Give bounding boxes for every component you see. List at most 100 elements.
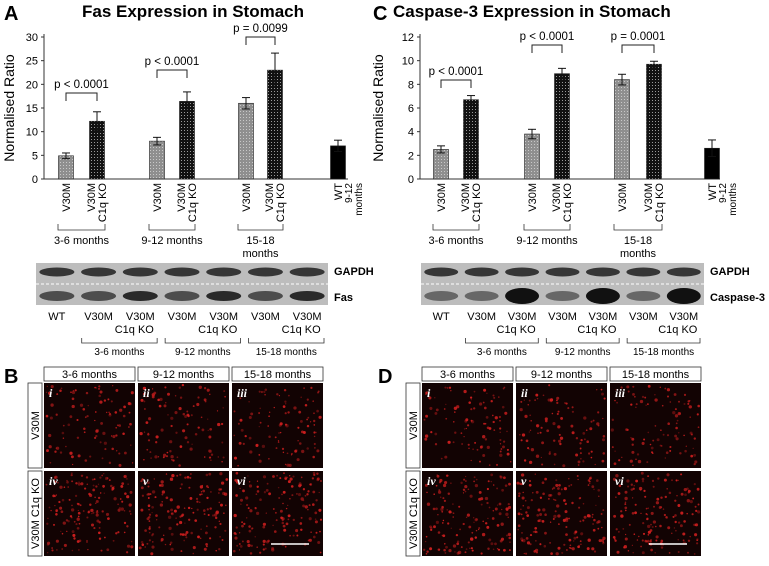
stain-speck bbox=[620, 514, 624, 518]
stain-speck bbox=[200, 528, 202, 531]
significance-bracket bbox=[531, 44, 563, 53]
stain-speck bbox=[490, 542, 494, 546]
stain-speck bbox=[624, 533, 627, 536]
stain-speck bbox=[310, 531, 312, 533]
stain-speck bbox=[525, 511, 528, 514]
stain-speck bbox=[464, 551, 467, 554]
stain-speck bbox=[473, 521, 475, 523]
stain-speck bbox=[159, 503, 164, 507]
stain-speck bbox=[450, 389, 452, 392]
stain-speck bbox=[162, 453, 167, 457]
stain-speck bbox=[483, 406, 487, 410]
stain-speck bbox=[169, 498, 173, 502]
stain-speck bbox=[444, 543, 446, 545]
stain-speck bbox=[642, 532, 646, 535]
stain-speck bbox=[598, 539, 602, 543]
stain-speck bbox=[55, 539, 59, 543]
panel-letter-c: C bbox=[373, 3, 387, 25]
stain-speck bbox=[672, 411, 676, 415]
y-tick-label: 5 bbox=[32, 150, 38, 162]
stain-speck bbox=[249, 552, 253, 555]
stain-speck bbox=[79, 403, 84, 407]
stain-speck bbox=[143, 408, 146, 410]
stain-speck bbox=[140, 486, 144, 490]
stain-speck bbox=[558, 433, 561, 436]
stain-speck bbox=[579, 497, 582, 499]
stain-speck bbox=[577, 460, 581, 464]
stain-speck bbox=[644, 396, 647, 399]
stain-speck bbox=[250, 412, 254, 416]
stain-speck bbox=[179, 520, 183, 525]
stain-speck bbox=[499, 443, 502, 445]
stain-speck bbox=[262, 522, 267, 526]
stain-speck bbox=[497, 548, 501, 551]
stain-speck bbox=[678, 400, 680, 403]
stain-speck bbox=[192, 511, 195, 514]
y-tick-label: 12 bbox=[402, 32, 414, 44]
stain-speck bbox=[546, 429, 550, 433]
stain-speck bbox=[130, 545, 134, 549]
stain-speck bbox=[259, 551, 262, 554]
row-header-label: V30M C1q KO bbox=[408, 478, 420, 549]
stain-speck bbox=[258, 412, 261, 414]
stain-speck bbox=[268, 435, 271, 439]
stain-speck bbox=[430, 431, 433, 434]
stain-speck bbox=[160, 483, 164, 487]
stain-speck bbox=[611, 418, 615, 422]
stain-speck bbox=[585, 429, 588, 432]
lane-label: WT bbox=[48, 311, 65, 323]
stain-speck bbox=[522, 491, 524, 494]
gapdh-band bbox=[424, 267, 459, 277]
stain-speck bbox=[149, 493, 152, 496]
stain-speck bbox=[191, 443, 193, 445]
lane-label-sub: C1q KO bbox=[198, 324, 238, 336]
stain-speck bbox=[296, 534, 299, 537]
stain-speck bbox=[586, 547, 590, 551]
stain-speck bbox=[591, 513, 594, 516]
stain-speck bbox=[308, 504, 311, 507]
stain-speck bbox=[189, 496, 193, 500]
stain-speck bbox=[58, 500, 61, 504]
stain-speck bbox=[624, 537, 628, 541]
bar bbox=[149, 140, 165, 180]
stain-speck bbox=[170, 532, 174, 536]
stain-speck bbox=[577, 478, 579, 481]
stain-speck bbox=[307, 416, 310, 419]
stain-speck bbox=[479, 402, 483, 406]
stain-speck bbox=[685, 445, 687, 447]
stain-speck bbox=[210, 459, 212, 462]
stain-speck bbox=[151, 505, 154, 509]
stain-speck bbox=[653, 505, 655, 508]
stain-speck bbox=[221, 539, 224, 541]
stain-speck bbox=[666, 473, 670, 477]
stain-speck bbox=[192, 405, 195, 408]
stain-speck bbox=[56, 393, 59, 396]
stain-speck bbox=[574, 530, 578, 534]
stain-speck bbox=[130, 540, 133, 543]
stain-speck bbox=[583, 438, 586, 441]
stain-speck bbox=[233, 513, 237, 518]
stain-speck bbox=[674, 514, 677, 517]
stain-speck bbox=[522, 517, 525, 520]
stain-speck bbox=[95, 387, 97, 389]
stain-speck bbox=[208, 456, 212, 459]
stain-speck bbox=[471, 549, 474, 552]
stain-speck bbox=[492, 510, 495, 512]
stain-speck bbox=[689, 416, 691, 418]
stain-speck bbox=[54, 450, 57, 453]
stain-speck bbox=[579, 447, 582, 450]
stain-speck bbox=[652, 485, 655, 488]
stain-speck bbox=[148, 513, 152, 516]
stain-speck bbox=[687, 551, 689, 554]
stain-speck bbox=[126, 544, 131, 548]
stain-speck bbox=[630, 483, 633, 486]
stain-speck bbox=[306, 447, 309, 450]
stain-speck bbox=[450, 527, 452, 529]
stain-speck bbox=[186, 475, 190, 479]
stain-speck bbox=[441, 522, 444, 524]
stain-speck bbox=[170, 424, 173, 428]
stain-speck bbox=[496, 548, 499, 550]
stain-speck bbox=[47, 517, 49, 520]
stain-speck bbox=[125, 551, 129, 554]
stain-speck bbox=[552, 498, 555, 501]
